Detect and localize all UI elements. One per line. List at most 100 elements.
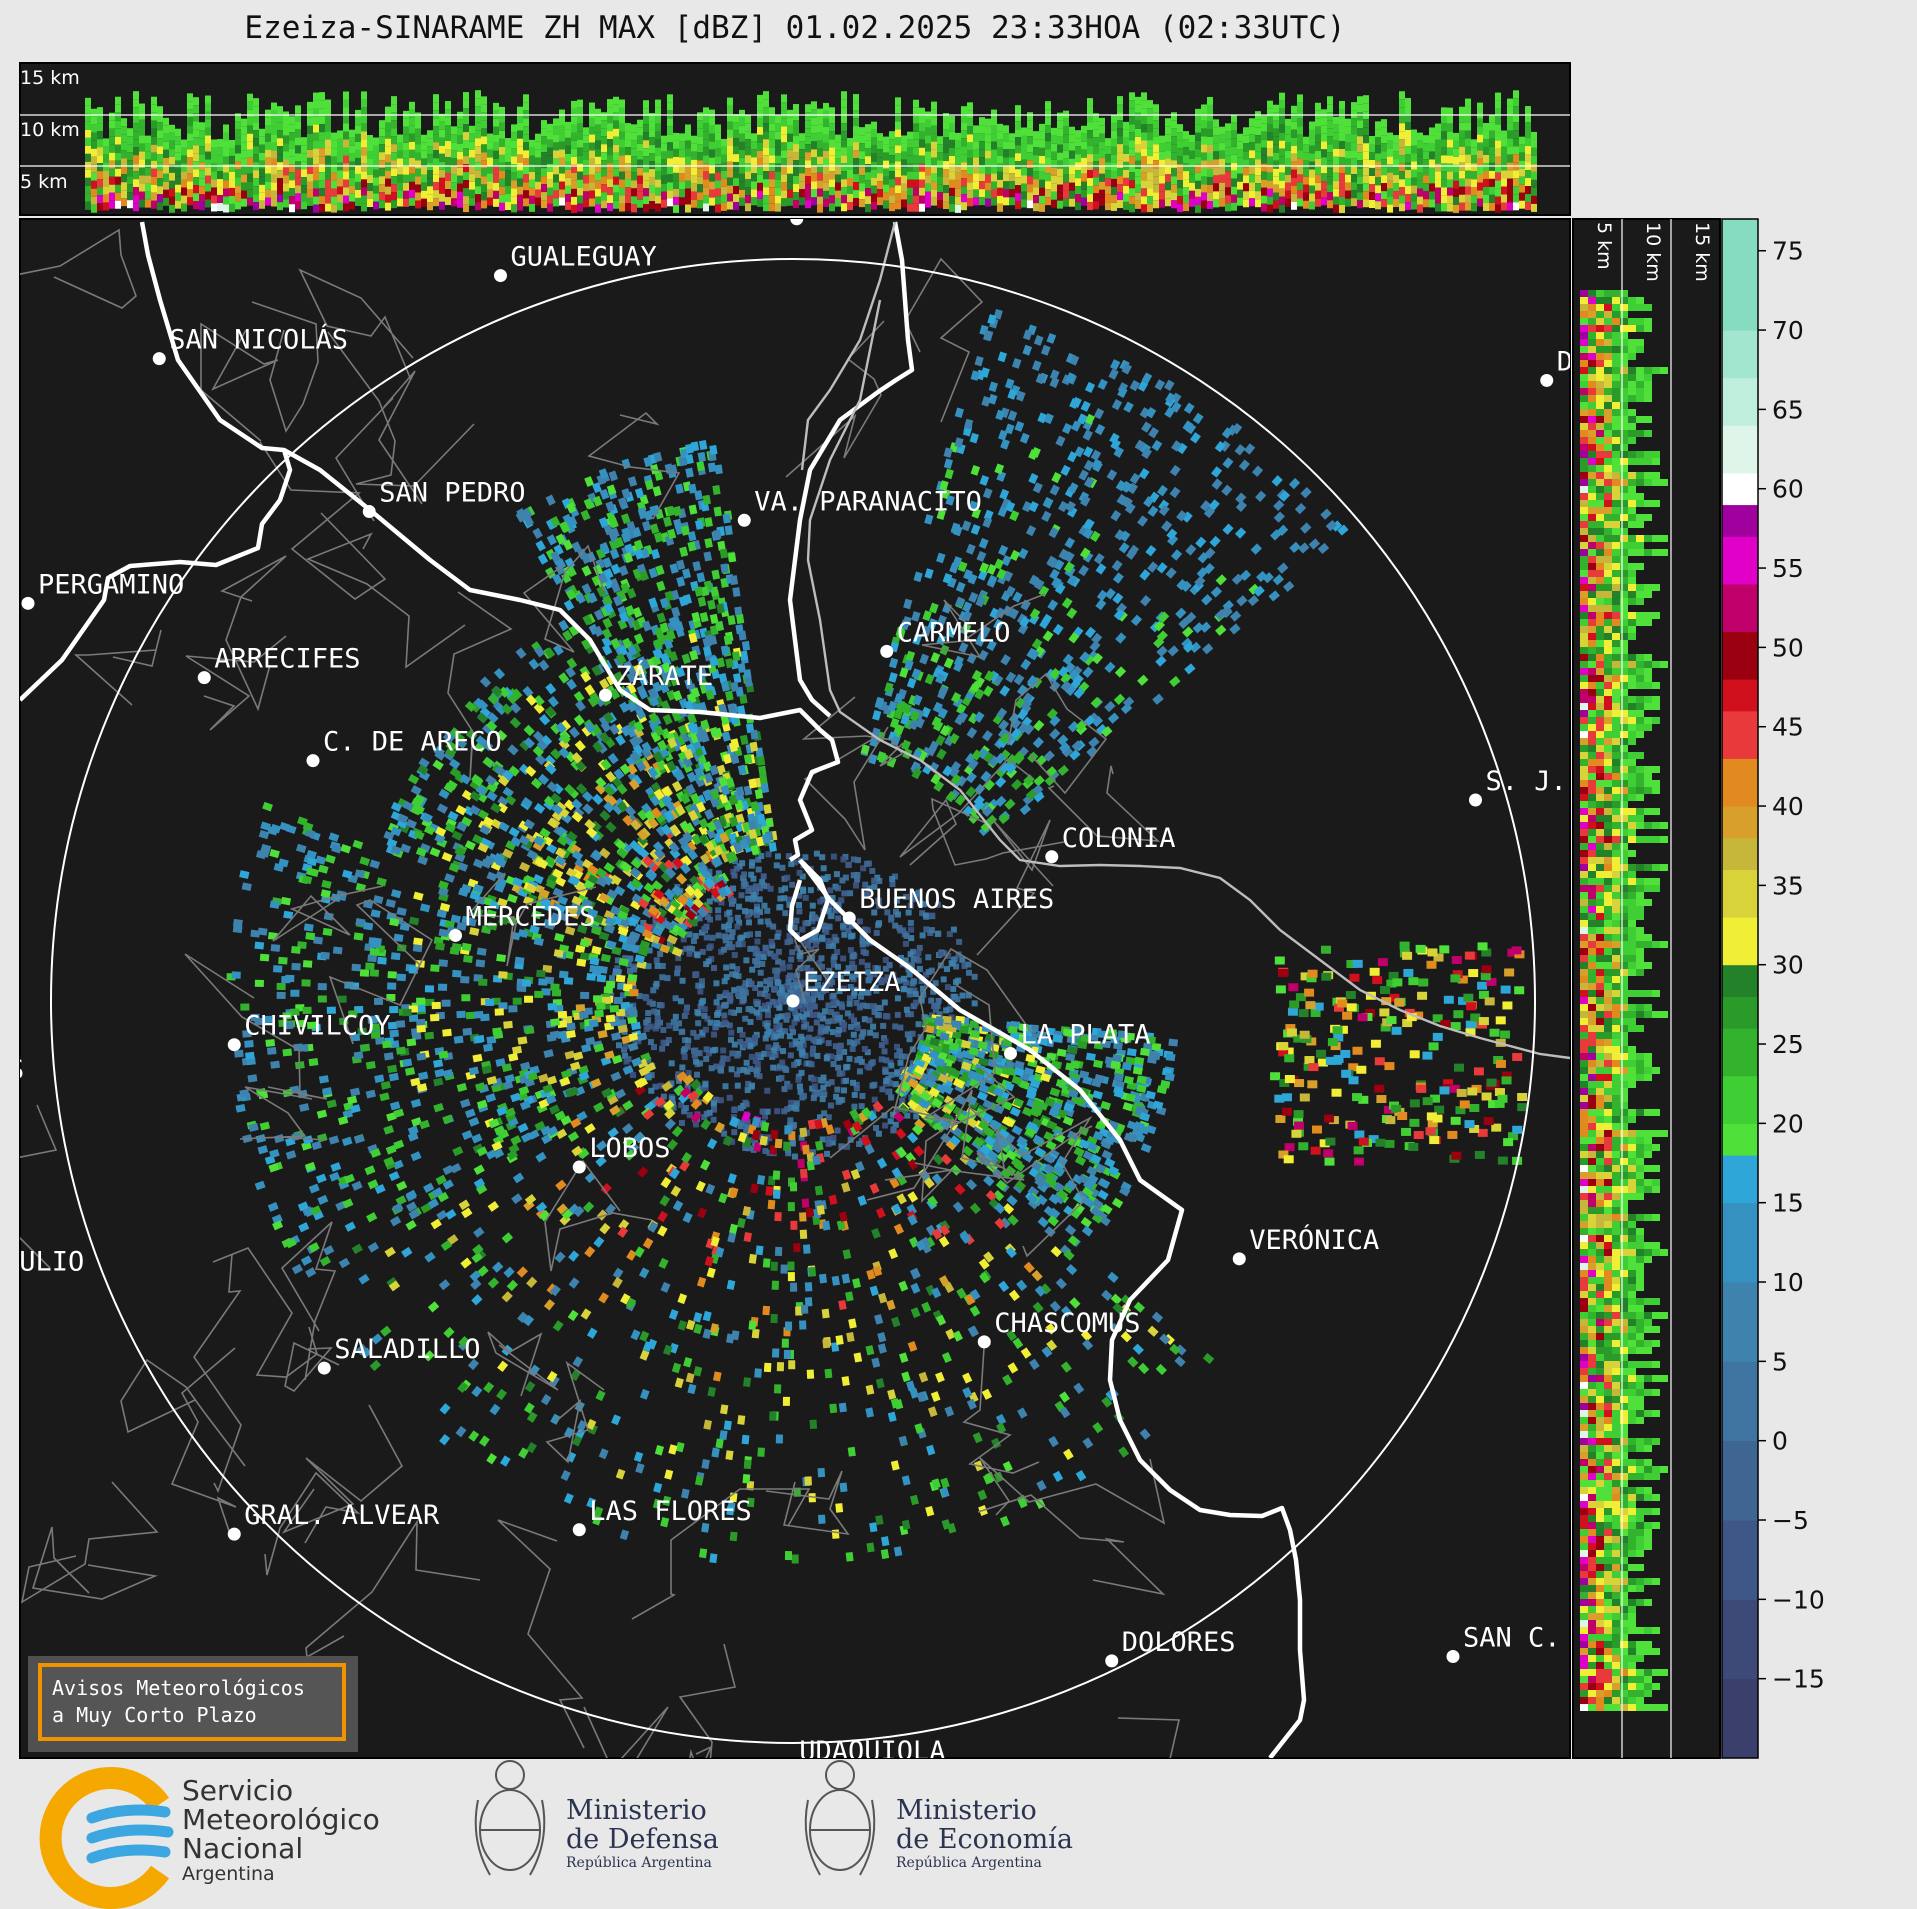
city-label: C. DE ARECO: [323, 727, 502, 758]
city-dot: [786, 994, 800, 1008]
city-label: CHIVILCOY: [244, 1011, 390, 1042]
reflectivity-echo-field: [226, 308, 1528, 1564]
defensa-logo-text: Ministerio de Defensa República Argentin…: [566, 1796, 719, 1872]
right-cross-section-panel: 5 km 10 km 15 km: [1572, 218, 1721, 1759]
province-borders: [20, 221, 1307, 1758]
city-dot: [737, 513, 751, 527]
city-marker: SAN NICOLÁS: [152, 324, 348, 366]
top-cross-section-panel: 15 km 10 km 5 km: [19, 62, 1571, 216]
city-marker: BUENOS AIRES: [842, 884, 1054, 925]
top-label-10km: 10 km: [20, 119, 80, 141]
city-label: LA PLATA: [1021, 1019, 1151, 1050]
city-marker: CHIVILCOY: [227, 1011, 391, 1052]
city-marker: ARRECIFES: [197, 644, 361, 685]
right-cross-section-echo: [1580, 290, 1668, 1711]
city-label: ZÁRATE: [616, 660, 714, 692]
radar-map-panel: ROSARIOGUALEGUAYCHÚGUALEGUAYSAN NICOLÁSD…: [0, 218, 1707, 1908]
smn-line-4: Argentina: [182, 1863, 275, 1885]
colorbar-tick-label: 30: [1772, 951, 1804, 980]
colorbar-tick-label: 70: [1772, 316, 1804, 345]
city-dot: [306, 754, 320, 768]
smn-line-2: Meteorológico: [182, 1803, 380, 1836]
smn-line-1: Servicio: [182, 1774, 294, 1807]
city-dot: [1004, 1046, 1017, 1060]
city-marker: SALADILLO: [317, 1334, 481, 1375]
city-label: SAN NICOLÁS: [169, 324, 348, 356]
city-dot: [1446, 1650, 1460, 1663]
city-marker: LAS FLORES: [572, 1496, 752, 1537]
alerts-badge[interactable]: Avisos Meteorológicos a Muy Corto Plazo: [28, 1656, 358, 1752]
colorbar-tick-label: −5: [1772, 1506, 1809, 1535]
badge-line-2: a Muy Corto Plazo: [52, 1703, 257, 1727]
city-dot: [599, 688, 612, 702]
city-marker: GRAL. ALVEAR: [227, 1500, 440, 1541]
city-dot: [317, 1361, 331, 1375]
city-label: MERCEDES: [466, 901, 596, 932]
city-label: VA. PARANACITO: [754, 486, 982, 517]
colorbar-tick-label: 75: [1772, 237, 1804, 266]
colorbar-tick-label: 35: [1772, 871, 1804, 900]
city-marker: VERÓNICA: [1232, 1224, 1379, 1266]
city-dot: [572, 1160, 586, 1174]
district-boundaries: [20, 228, 1180, 1758]
city-label: S. J. DE MAYO: [1486, 766, 1697, 797]
city-marker: SAN PEDRO: [362, 478, 526, 519]
city-dot: [1045, 850, 1059, 864]
top-label-5km: 5 km: [20, 171, 68, 193]
city-label: EZEIZA: [803, 967, 901, 998]
colorbar-tick-label: 20: [1772, 1109, 1804, 1138]
city-label: ARRECIFES: [214, 644, 360, 675]
city-marker: LA PLATA: [1004, 1019, 1151, 1060]
city-marker: COLONIA: [1045, 823, 1176, 864]
city-marker: MAIPÚ: [1030, 1866, 1128, 1908]
defensa-line-1: Ministerio: [566, 1795, 707, 1826]
economia-line-2: de Economía: [896, 1824, 1073, 1855]
colorbar-tick-label: 45: [1772, 713, 1804, 742]
city-marker: UDAQUIOLA: [783, 1736, 945, 1777]
city-dot: [227, 1038, 241, 1052]
city-labels: ROSARIOGUALEGUAYCHÚGUALEGUAYSAN NICOLÁSD…: [0, 219, 1707, 1908]
city-label: LOBOS: [589, 1133, 670, 1164]
city-label: CARMELO: [897, 617, 1011, 648]
city-label: SAN C. DEL TUYÚ: [1463, 1622, 1707, 1654]
economia-emblem: [804, 1760, 876, 1876]
chart-title: Ezeiza-SINARAME ZH MAX [dBZ] 01.02.2025 …: [244, 10, 1346, 46]
colorbar-tick-label: 40: [1772, 792, 1804, 821]
colorbar-tick-label: 60: [1772, 475, 1804, 504]
city-label: COLONIA: [1062, 823, 1176, 854]
city-label: GUALEGUAY: [511, 242, 657, 273]
city-label: CHASCOMUS: [994, 1308, 1140, 1339]
city-dot: [362, 505, 376, 519]
defensa-emblem: [474, 1760, 546, 1876]
city-dot: [494, 269, 507, 283]
colorbar-tick-label: 55: [1772, 554, 1804, 583]
city-label: LAS FLORES: [589, 1496, 752, 1527]
city-marker: CHASCOMUS: [977, 1308, 1141, 1349]
colorbar-tick-label: −15: [1772, 1665, 1825, 1694]
city-label: 9 DE JULIO: [0, 1247, 84, 1278]
smn-logo-text: Servicio Meteorológico Nacional Argentin…: [182, 1776, 380, 1885]
city-label: GRAL. ALVEAR: [244, 1500, 440, 1531]
right-label-10km: 10 km: [1642, 222, 1664, 282]
colorbar-tick-label: 0: [1772, 1427, 1788, 1456]
city-marker: DURAZNO: [1540, 346, 1570, 387]
city-marker: GUALEGUAYCHÚ: [790, 219, 804, 226]
colorbar-tick-label: 10: [1772, 1268, 1804, 1297]
smn-logo-mark: [39, 1767, 174, 1909]
colorbar-tick-label: 25: [1772, 1030, 1804, 1059]
city-marker: MAR DE AJÓ: [1480, 1805, 1659, 1847]
city-dot: [783, 1764, 796, 1777]
city-dot: [1480, 1834, 1493, 1847]
city-marker: LOS TOLDOS: [20, 1054, 24, 1085]
city-dot: [227, 1527, 241, 1541]
colorbar-tick-label: −10: [1772, 1585, 1825, 1614]
city-dot: [572, 1523, 586, 1537]
city-label: MAR DE AJÓ: [1497, 1805, 1660, 1837]
city-dot: [1232, 1252, 1246, 1266]
city-marker: C. DE ARECO: [306, 727, 502, 768]
smn-line-3: Nacional: [182, 1832, 304, 1865]
city-marker: SAN C. DEL TUYÚ: [1446, 1622, 1707, 1663]
city-marker: ZÁRATE: [599, 660, 713, 702]
